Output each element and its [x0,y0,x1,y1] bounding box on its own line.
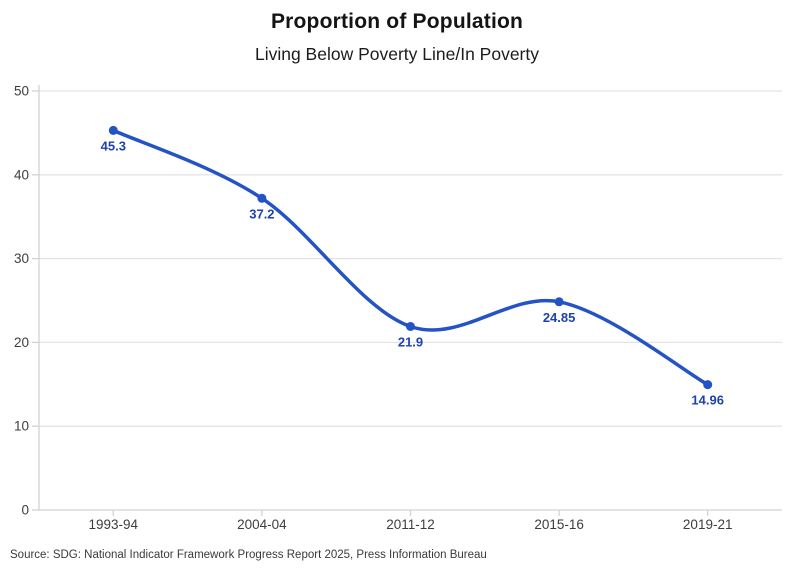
data-point-3 [554,297,564,307]
data-label-1: 37.2 [249,206,274,221]
chart-title: Proportion of Population [270,10,524,33]
ytick-label-40: 40 [14,167,29,182]
data-point-1 [257,193,267,203]
ytick-label-30: 30 [14,251,29,266]
xtick-label-0: 1993-94 [89,517,139,532]
xtick-label-1: 2004-04 [237,517,287,532]
chart-subtitle: Living Below Poverty Line/In Poverty [254,44,540,64]
source-note: Source: SDG: National Indicator Framewor… [10,549,487,561]
ytick-label-50: 50 [14,84,29,99]
xtick-label-4: 2019-21 [683,517,733,532]
data-label-2: 21.9 [398,334,423,349]
ytick-label-0: 0 [21,503,29,518]
data-point-2 [406,321,415,331]
xtick-label-3: 2015-16 [534,517,584,532]
xtick-label-2: 2011-12 [386,517,435,532]
data-label-0: 45.3 [101,138,126,153]
data-point-4 [703,380,713,390]
data-label-3: 24.85 [543,310,576,325]
ytick-label-10: 10 [14,419,29,434]
ytick-label-20: 20 [14,335,29,350]
data-point-0 [108,125,118,135]
data-label-4: 14.96 [691,393,724,408]
